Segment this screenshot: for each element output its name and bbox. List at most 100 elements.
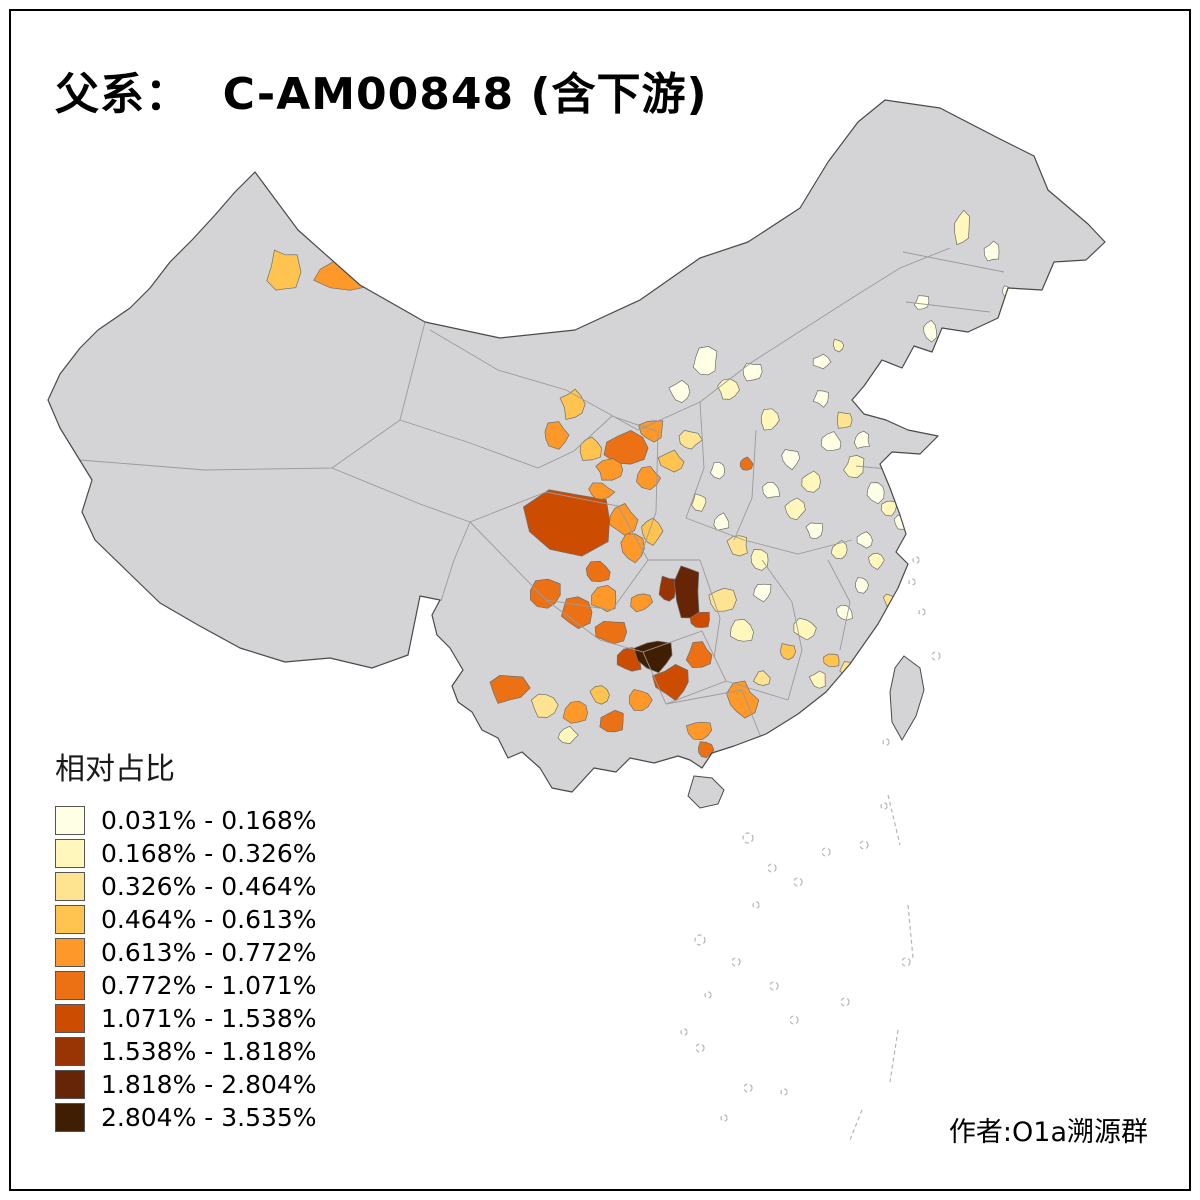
legend-label: 0.613% - 0.772% [101,938,317,967]
map-region [685,721,713,740]
map-region [832,338,845,353]
map-region [784,497,806,521]
map-region [808,670,826,689]
map-region [678,430,703,450]
map-region [906,421,918,432]
map-region [629,689,653,712]
legend-row: 1.538% - 1.818% [55,1035,317,1068]
map-region [793,617,817,641]
legend-label: 0.031% - 0.168% [101,806,317,835]
map-region [853,430,870,449]
map-region [588,482,616,500]
legend-label: 1.071% - 1.538% [101,1004,317,1033]
map-region [923,319,938,343]
map-region [562,700,588,724]
map-region [801,470,821,493]
map-region [868,552,885,570]
map-region [698,741,715,758]
legend-swatch [55,1103,85,1132]
mainland-china-shape [48,100,1105,792]
map-region [585,561,611,583]
legend-row: 0.772% - 1.071% [55,969,317,1002]
legend-row: 0.464% - 0.613% [55,903,317,936]
map-region [930,348,948,368]
map-region [820,431,842,452]
map-region [843,455,865,479]
legend-swatch [55,938,85,967]
map-region [753,583,772,603]
legend-label: 0.772% - 1.071% [101,971,317,1000]
map-region [689,611,710,629]
map-region [726,535,748,557]
legend-row: 0.168% - 0.326% [55,837,317,870]
map-region [913,295,930,310]
map-region [750,549,769,571]
map-region [954,209,970,246]
map-region [589,685,610,705]
legend-label: 0.168% - 0.326% [101,839,317,868]
map-region [594,620,628,645]
legend-row: 0.613% - 0.772% [55,936,317,969]
map-region [762,481,780,499]
legend-row: 1.071% - 1.538% [55,1002,317,1035]
author-credit: 作者:O1a溯源群 [948,1117,1148,1148]
legend-swatch [55,839,85,868]
hainan-island [687,775,725,809]
legend-swatch [55,971,85,1000]
legend-row: 0.326% - 0.464% [55,870,317,903]
legend-label: 2.804% - 3.535% [101,1103,317,1132]
map-region [652,664,689,702]
map-region [658,575,678,602]
map-region [983,240,1000,262]
legend: 相对占比 0.031% - 0.168% 0.168% - 0.326% 0.326… [55,744,317,1134]
map-region [855,577,869,594]
map-region [812,353,832,370]
legend-swatch [55,1070,85,1099]
map-region [742,362,763,382]
map-region [685,641,713,669]
map-region [609,503,639,536]
legend-label: 1.818% - 2.804% [101,1070,317,1099]
province-borders [79,247,1005,741]
map-region [781,449,801,471]
legend-label: 0.464% - 0.613% [101,905,317,934]
legend-entries: 0.031% - 0.168% 0.168% - 0.326% 0.326% - 0… [55,804,317,1134]
map-region [856,531,873,549]
map-region [691,493,707,512]
south-china-sea-islands [680,556,941,1141]
map-region [730,618,754,642]
map-region [866,482,885,505]
map-region [579,436,602,461]
map-region [836,411,853,429]
map-region [595,458,624,481]
legend-label: 1.538% - 1.818% [101,1037,317,1066]
map-region [726,680,760,719]
map-region [713,512,730,531]
map-region [633,640,673,674]
legend-swatch [55,905,85,934]
map-region [709,461,725,480]
legend-swatch [55,872,85,901]
taiwan-island [889,655,925,742]
map-region [266,249,302,291]
map-region [760,408,780,431]
map-region [489,675,531,704]
map-region [780,643,797,661]
plot-title: 父系： C-AM00848 (含下游) [55,69,708,120]
map-region [523,489,610,557]
map-region [823,653,840,668]
map-region [599,709,624,733]
legend-label: 0.326% - 0.464% [101,872,317,901]
map-region [657,449,685,473]
legend-swatch [55,806,85,835]
map-region [739,456,754,471]
map-region [880,500,897,517]
map-region [805,522,823,540]
map-region [668,379,691,404]
legend-swatch [55,1037,85,1066]
map-region [630,593,654,613]
legend-row: 2.804% - 3.535% [55,1101,317,1134]
legend-row: 0.031% - 0.168% [55,804,317,837]
map-region [693,346,718,376]
